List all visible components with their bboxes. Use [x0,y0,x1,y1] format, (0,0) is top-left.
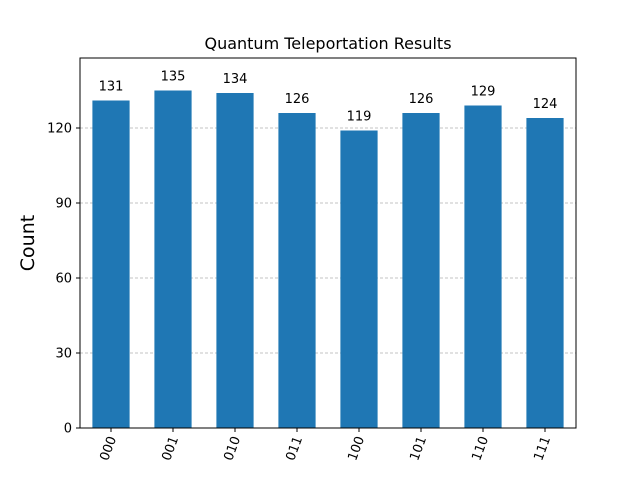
bar-value-label: 131 [99,80,124,95]
bar-value-label: 129 [471,85,496,100]
chart-title: Quantum Teleportation Results [204,34,451,53]
bar-value-label: 124 [533,97,558,112]
x-tick-label: 001 [159,434,182,462]
x-tick-label: 111 [531,434,554,462]
bar-001 [154,90,192,428]
bar-value-label: 126 [409,92,434,107]
bar-value-label: 119 [347,110,372,125]
x-tick-label: 000 [97,434,120,462]
bar-111 [526,118,564,428]
bar-value-label: 134 [223,72,248,87]
x-tick-label: 100 [345,434,368,462]
plot-frame [79,57,577,429]
bar-011 [278,113,316,428]
x-tick-label: 101 [407,434,430,462]
bar-value-labels: 131 135 134 126 119 126 129 124 [99,70,558,125]
y-tick-label: 60 [55,272,72,287]
bar-000 [92,100,130,428]
y-tick-label: 90 [55,197,72,212]
y-axis-ticks: 0 30 60 90 120 [47,122,80,437]
y-tick-label: 0 [64,422,72,437]
bar-101 [402,113,440,428]
y-tick-label: 120 [47,122,72,137]
bars [92,90,564,428]
x-tick-label: 010 [221,434,244,462]
y-axis-label: Count [17,215,39,271]
x-axis-ticks: 000 001 010 011 100 101 110 111 [97,428,554,463]
bar-value-label: 126 [285,92,310,107]
x-tick-label: 110 [469,434,492,462]
bar-110 [464,105,502,428]
y-tick-label: 30 [55,347,72,362]
bar-value-label: 135 [161,70,186,85]
bar-010 [216,93,254,428]
bar-100 [340,130,378,428]
x-tick-label: 011 [283,434,306,462]
